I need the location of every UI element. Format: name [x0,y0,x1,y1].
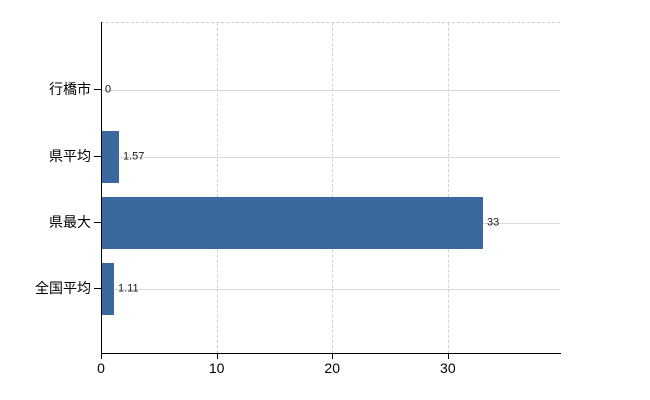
y-axis-tick [94,89,101,90]
x-axis-line [101,353,561,354]
category-label: 県最大 [49,214,91,230]
x-axis-tick [447,354,449,359]
x-axis-tick-label: 30 [440,360,456,376]
plot-area: 0 1.57 33 1.11 [101,22,560,353]
bar-value-label: 1.57 [123,150,145,163]
y-axis-tick [94,288,101,289]
bar-全国平均 [101,263,114,315]
x-axis-tick-label: 10 [208,360,225,376]
category-label: 行橋市 [49,81,91,97]
vertical-gridline [447,23,449,353]
category-label: 全国平均 [35,280,91,296]
y-axis-tick [94,222,101,223]
vertical-gridline [332,23,334,353]
x-axis-tick [332,354,334,359]
category-label: 県平均 [49,148,91,164]
x-axis-tick-label: 0 [97,360,105,376]
bar-value-label: 33 [487,216,500,229]
bar-県最大 [101,197,483,249]
bar-県平均 [101,131,119,183]
horizontal-gridline [101,289,560,290]
bar-value-label: 0 [105,83,112,96]
horizontal-gridline [101,157,560,158]
y-axis-tick [94,156,101,157]
x-axis-tick [101,354,102,359]
x-axis-tick [216,354,218,359]
vertical-gridline [216,23,218,353]
x-axis-tick-label: 20 [324,360,341,376]
bar-value-label: 1.11 [118,282,139,295]
y-axis-line [101,22,102,359]
horizontal-gridline [101,90,560,91]
